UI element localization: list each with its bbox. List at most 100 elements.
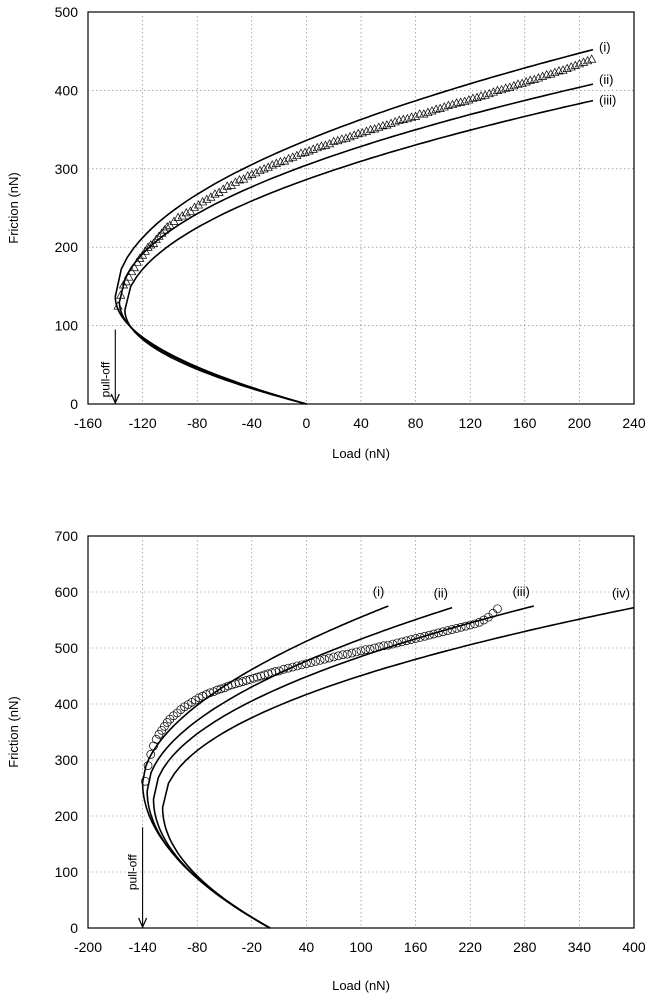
y-tick-label: 300 [55, 752, 79, 768]
curve-labels: (i) (ii) (iii) [599, 40, 616, 108]
data-point [356, 646, 366, 656]
data-point [243, 171, 253, 180]
data-point [439, 102, 449, 111]
data-point [470, 619, 480, 629]
data-point [558, 65, 568, 74]
x-tick-label: 40 [299, 939, 315, 955]
data-points [113, 54, 597, 310]
data-point [279, 156, 290, 165]
data-point [320, 140, 331, 149]
data-point [210, 189, 220, 198]
data-point [438, 627, 448, 637]
data-point [480, 90, 490, 99]
data-point [312, 142, 322, 152]
data-point [465, 620, 475, 630]
x-tick-label: 120 [459, 415, 483, 431]
data-point [251, 167, 261, 177]
data-point [402, 636, 411, 646]
data-point [388, 639, 398, 649]
data-point [157, 228, 167, 237]
data-point [347, 648, 357, 658]
data-point [374, 642, 384, 652]
data-point [308, 144, 318, 153]
y-tick-labels: 0 100 200 300 400 500 600 700 [55, 528, 79, 936]
data-point [129, 262, 140, 272]
data-point [509, 80, 519, 90]
data-point [140, 776, 150, 786]
data-point [566, 62, 576, 71]
data-point [352, 647, 361, 657]
data-point [302, 659, 311, 669]
y-tick-labels: 0 100 200 300 400 500 [55, 4, 79, 412]
data-point [484, 88, 494, 98]
data-point [361, 645, 370, 655]
data-point [159, 225, 170, 234]
x-tick-label: 220 [459, 939, 483, 955]
data-point [390, 117, 400, 126]
data-point [149, 741, 158, 751]
data-point [497, 84, 507, 94]
data-point [361, 126, 372, 135]
x-tick-label: -160 [74, 415, 102, 431]
data-point [300, 147, 310, 156]
data-point [338, 650, 348, 660]
x-axis-label: Load (nN) [332, 446, 390, 461]
data-point [116, 290, 126, 299]
x-tick-label: 200 [568, 415, 592, 431]
data-point [383, 640, 393, 650]
y-tick-label: 500 [55, 640, 79, 656]
data-point [493, 604, 502, 614]
data-point [420, 631, 430, 641]
grid [88, 536, 634, 928]
data-point [447, 625, 457, 634]
data-point [424, 630, 434, 640]
data-point [488, 87, 498, 96]
data-point [427, 106, 437, 115]
data-point [259, 164, 269, 173]
data-point [143, 761, 153, 770]
data-point [151, 734, 161, 744]
data-point [357, 128, 367, 137]
data-point [113, 301, 123, 310]
curve-label: (ii) [599, 72, 613, 87]
data-point [324, 653, 334, 663]
data-point [292, 661, 302, 671]
data-point [274, 666, 284, 676]
data-point [292, 150, 302, 160]
data-point [461, 621, 470, 631]
y-tick-label: 100 [55, 864, 79, 880]
data-point [574, 59, 584, 68]
data-point [206, 192, 216, 201]
x-tick-label: 80 [408, 415, 424, 431]
curve-label: (iv) [612, 586, 630, 601]
data-point [562, 63, 572, 72]
data-point [452, 624, 461, 633]
x-tick-label: 160 [513, 415, 537, 431]
data-point [533, 73, 544, 82]
data-point [189, 202, 200, 211]
data-point [173, 212, 183, 221]
data-point [349, 130, 359, 139]
pull-off-annotation: pull-off [126, 827, 148, 929]
data-point [587, 54, 597, 63]
data-point [397, 637, 407, 647]
data-point [429, 629, 439, 639]
data-point [393, 638, 402, 648]
data-point [193, 200, 204, 209]
data-point [464, 95, 474, 104]
model-curve-1 [114, 48, 594, 405]
data-point [279, 664, 288, 674]
data-point [135, 253, 145, 262]
pull-off-annotation: pull-off [98, 329, 120, 405]
x-tick-label: -120 [129, 415, 157, 431]
data-point [247, 169, 257, 178]
data-point [537, 71, 548, 80]
data-point [271, 667, 280, 676]
model-curve-3 [124, 99, 594, 405]
x-axis-label: Load (nN) [332, 978, 390, 993]
data-point [443, 626, 452, 635]
data-point [460, 96, 470, 105]
x-tick-label: -80 [187, 415, 207, 431]
data-point [329, 652, 339, 662]
